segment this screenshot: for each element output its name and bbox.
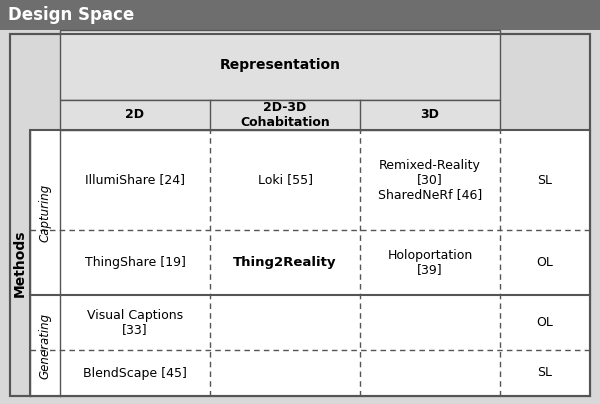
Text: Methods: Methods bbox=[13, 229, 27, 297]
Text: SL: SL bbox=[538, 173, 553, 187]
Text: SL: SL bbox=[538, 366, 553, 379]
Text: IllumiShare [24]: IllumiShare [24] bbox=[85, 173, 185, 187]
Bar bbox=[10, 34, 590, 396]
Text: Representation: Representation bbox=[220, 58, 341, 72]
Text: Generating: Generating bbox=[38, 312, 52, 379]
Text: ThingShare [19]: ThingShare [19] bbox=[85, 256, 185, 269]
Text: OL: OL bbox=[536, 316, 553, 329]
Text: Capturing: Capturing bbox=[38, 183, 52, 242]
Text: Holoportation
[39]: Holoportation [39] bbox=[388, 248, 473, 276]
Bar bbox=[0, 0, 600, 30]
Text: Remixed-Reality
[30]
SharedNeRf [46]: Remixed-Reality [30] SharedNeRf [46] bbox=[378, 158, 482, 202]
Text: Design Space: Design Space bbox=[8, 6, 134, 24]
Text: Loki [55]: Loki [55] bbox=[257, 173, 313, 187]
Text: Thing2Reality: Thing2Reality bbox=[233, 256, 337, 269]
Text: 2D: 2D bbox=[125, 109, 145, 122]
Bar bbox=[60, 100, 500, 130]
Text: Visual Captions
[33]: Visual Captions [33] bbox=[87, 309, 183, 337]
Bar bbox=[30, 130, 590, 396]
Bar bbox=[10, 34, 590, 396]
Text: 2D-3D
Cohabitation: 2D-3D Cohabitation bbox=[240, 101, 330, 129]
Text: OL: OL bbox=[536, 256, 553, 269]
Text: 3D: 3D bbox=[421, 109, 439, 122]
Bar bbox=[30, 130, 590, 396]
Bar bbox=[60, 30, 500, 100]
Text: BlendScape [45]: BlendScape [45] bbox=[83, 366, 187, 379]
